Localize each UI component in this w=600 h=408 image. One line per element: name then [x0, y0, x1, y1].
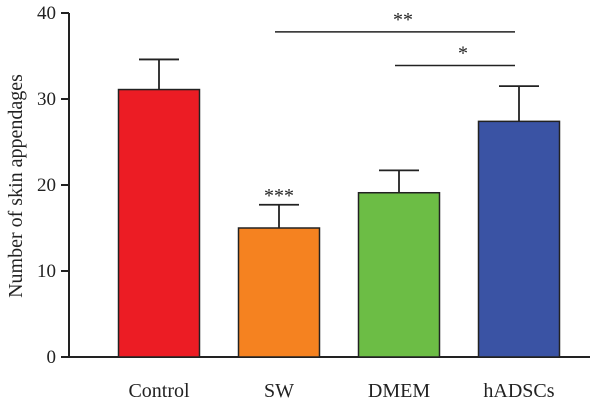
category-labels: Control SW DMEM hADSCs: [128, 380, 554, 402]
category-label-control: Control: [128, 380, 190, 402]
comparison-label: **: [393, 9, 413, 31]
y-tick-label: 30: [37, 89, 56, 110]
bar-dmem: [357, 191, 441, 358]
bars: [117, 88, 561, 358]
significance-annotations: ******: [264, 9, 515, 207]
bar-hadscs: [477, 120, 561, 358]
y-tick-label: 40: [37, 3, 56, 24]
y-axis-title: Number of skin appendages: [5, 74, 27, 298]
bar-control: [117, 88, 201, 358]
y-tick-label: 20: [37, 175, 56, 196]
bar-sw: [237, 227, 321, 358]
significance-label: ***: [264, 185, 294, 207]
comparison-label: *: [458, 42, 468, 64]
category-label-sw: SW: [264, 380, 294, 402]
y-tick-label: 10: [37, 261, 56, 282]
category-label-dmem: DMEM: [368, 380, 430, 402]
error-bars: [139, 58, 539, 228]
category-label-hadscs: hADSCs: [483, 380, 554, 402]
y-tick-label: 0: [47, 347, 57, 368]
